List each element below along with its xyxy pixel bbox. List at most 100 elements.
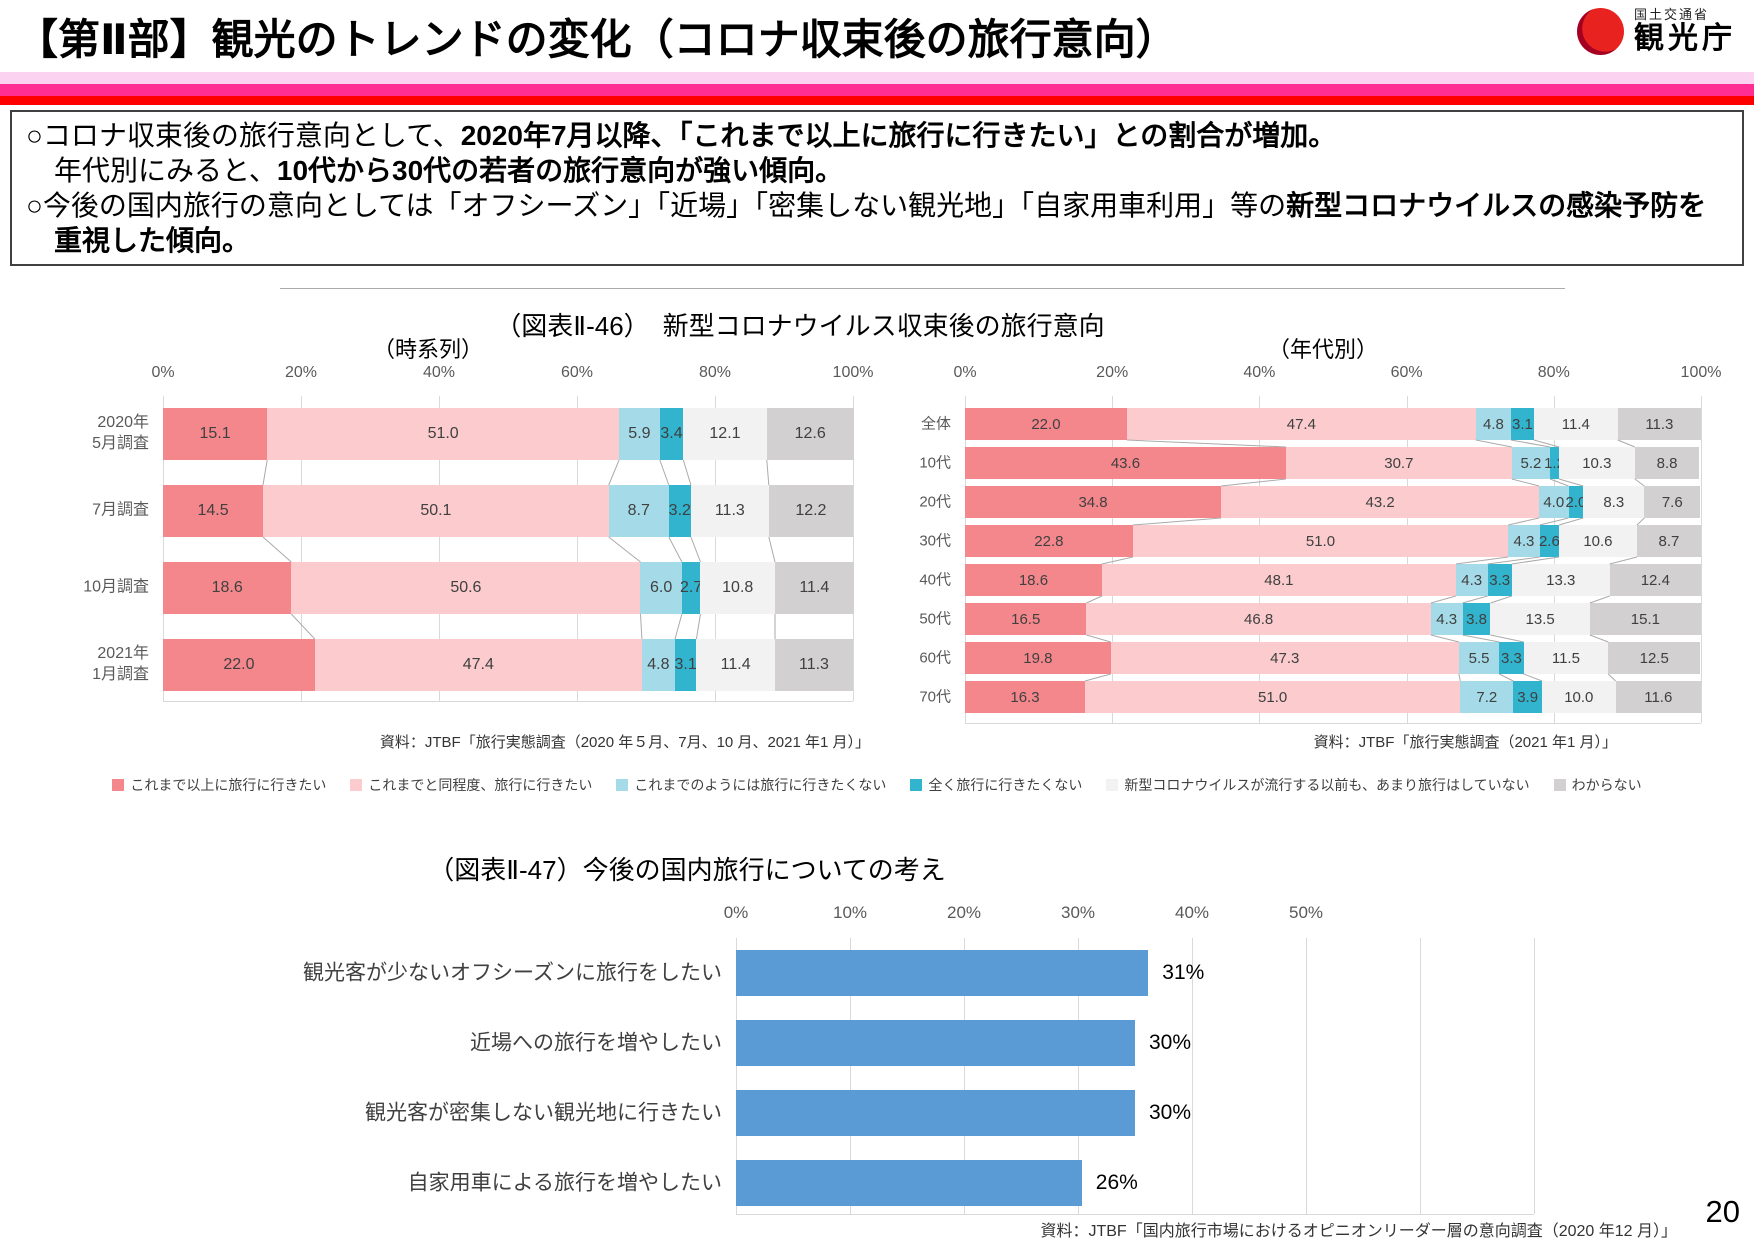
bar-row: 7月調査 14.5 50.1 8.7 3.2 11.3 12.2 (92, 485, 853, 537)
summary-point-1: ○コロナ収束後の旅行意向として、2020年7月以降、「これまで以上に旅行に行きた… (26, 118, 1728, 188)
segment-value: 3.3 (1501, 649, 1522, 667)
domestic-x-axis: 0% 10% 20% 30% 40% 50% (724, 903, 1534, 925)
segment-value: 4.8 (1482, 415, 1504, 433)
gridline (301, 396, 302, 701)
bar-row: 自家用車による旅行を増やしたい 26% (408, 1160, 1534, 1206)
segment-value: 11.5 (1551, 649, 1580, 667)
bar-segment: 51.0 (1132, 525, 1509, 557)
segment-value: 47.3 (1270, 649, 1300, 667)
segment-value: 10.6 (1583, 532, 1613, 550)
segment-value: 34.8 (1078, 493, 1108, 511)
category-label: 30代 (919, 532, 951, 550)
segment-value: 12.4 (1640, 571, 1670, 589)
bar-segment: 2.7 (680, 562, 703, 614)
legend-swatch (910, 779, 923, 791)
gridline (1259, 396, 1261, 723)
figure46-title: （図表Ⅱ-46） 新型コロナウイルス収束後の旅行意向 (495, 311, 1105, 341)
segment-value: 12.5 (1639, 649, 1669, 667)
segment-value: 47.4 (1286, 415, 1316, 433)
segment-value: 7.6 (1661, 493, 1683, 511)
segment-value: 12.2 (795, 502, 827, 519)
bar-row: 観光客が少ないオフシーズンに旅行をしたい 31% (303, 950, 1534, 996)
bar-segment: 22.0 (965, 408, 1127, 440)
x-axis-tick-label: 100% (832, 364, 874, 381)
gridline (1192, 938, 1193, 1214)
bar-segment: 16.5 (965, 603, 1087, 635)
x-axis-tick-label: 10% (832, 903, 868, 922)
bar-segment: 5.2 (1511, 447, 1551, 479)
bar-segment: 19.8 (965, 642, 1111, 674)
segment-value: 3.8 (1466, 610, 1487, 628)
bar-row: 60代 19.8 47.3 5.5 3.3 11.5 12.5 (919, 642, 1701, 674)
bars-area: 2020年 5月調査 15.1 51.0 5.9 3.4 12.1 12.6 7月調査 14.5… (83, 408, 854, 691)
category-label: 50代 (919, 610, 951, 628)
gridline (736, 938, 737, 1214)
bar-segment: 43.6 (965, 447, 1286, 479)
segment-value: 10.3 (1582, 454, 1612, 472)
title-underline-red-band (0, 96, 1754, 105)
bar-segment: 8.7 (608, 485, 669, 537)
segment-value: 10.8 (722, 579, 754, 596)
figure-divider-line (280, 288, 1565, 289)
x-axis-tick-label: 30% (1060, 903, 1096, 922)
gridline (1419, 938, 1421, 1214)
bar-segment: 3.3 (1487, 564, 1512, 596)
bar-segment: 46.8 (1086, 603, 1431, 635)
bar-segment: 11.4 (1533, 408, 1618, 440)
segment-value: 11.4 (1561, 415, 1590, 433)
bar-segment: 8.8 (1634, 447, 1700, 479)
agency-logo: 国土交通省 観光庁 (1577, 7, 1736, 57)
domestic-chart: 観光客が少ないオフシーズンに旅行をしたい 31% 近場への旅行を増やしたい 30% 観光… (303, 938, 1535, 1215)
segment-value: 18.6 (211, 579, 243, 596)
bar-segment: 12.5 (1608, 642, 1701, 674)
bar-row: 20代 34.8 43.2 4.0 2.0 8.3 7.6 (919, 486, 1701, 518)
bar-segment: 3.8 (1462, 603, 1491, 635)
summary-text-bold: 2020年7月以降、「これまで以上に旅行に行きたい」との割合が増加。 (460, 120, 1337, 151)
legend-label: これまでのようには旅行に行きたくない (634, 777, 887, 793)
bar-segment: 18.6 (965, 564, 1102, 596)
bar-row: 70代 16.3 51.0 7.2 3.9 10.0 11.6 (919, 681, 1701, 713)
legend-label: 新型コロナウイルスが流行する以前も、あまり旅行はしていない (1124, 777, 1530, 793)
segment-value: 3.2 (668, 502, 691, 519)
age-x-axis: 0% 20% 40% 60% 80% 100% (953, 364, 1721, 386)
gridline (1077, 938, 1079, 1214)
segment-value: 11.3 (798, 656, 829, 673)
bar-segment: 15.1 (1589, 603, 1701, 635)
bar-segment: 11.3 (1617, 408, 1701, 440)
bar-segment: 34.8 (965, 486, 1222, 518)
segment-value: 3.1 (1512, 415, 1533, 433)
legend-swatch (112, 779, 125, 791)
legend-swatch (1553, 779, 1566, 791)
bar-segment: 16.3 (965, 681, 1085, 713)
bar-segment: 30.7 (1285, 447, 1512, 479)
legend-swatch (1106, 779, 1119, 791)
category-label: 観光客が密集しない観光地に行きたい (365, 1101, 722, 1125)
bar-segment: 8.7 (1636, 525, 1701, 557)
bar-segment: 11.3 (690, 485, 769, 537)
segment-value: 13.3 (1546, 571, 1576, 589)
figure47-title: （図表Ⅱ-47）今後の国内旅行についての考え (428, 855, 946, 885)
bar-segment: 7.2 (1460, 681, 1514, 713)
bar-segment: 1.2 (1544, 447, 1565, 479)
bar-segment: 11.3 (774, 639, 853, 691)
bar-segment: 11.4 (696, 639, 775, 691)
segment-value: 2.7 (680, 579, 703, 596)
legend-item: これまでと同程度、旅行に行きたい (350, 775, 592, 795)
bar-row: 10代 43.6 30.7 5.2 1.2 10.3 8.8 (919, 447, 1701, 479)
bar-segment: 47.4 (1126, 408, 1476, 440)
gridline (1306, 938, 1307, 1214)
bar-segment: 18.6 (163, 562, 292, 614)
legend-label: これまで以上に旅行に行きたい (130, 777, 327, 793)
bar-segment: 10.3 (1558, 447, 1635, 479)
legend-item: わからない (1553, 775, 1642, 795)
legend-item: これまで以上に旅行に行きたい (112, 775, 326, 795)
bar-segment: 15.1 (163, 408, 268, 460)
segment-value: 51.0 (1258, 688, 1288, 706)
gridline (963, 938, 965, 1214)
segment-value: 8.7 (627, 502, 650, 519)
gridline (853, 396, 854, 701)
gridline (163, 396, 164, 701)
bar-segment: 3.3 (1499, 642, 1524, 674)
category-label: 2021年 1月調査 (92, 645, 149, 683)
